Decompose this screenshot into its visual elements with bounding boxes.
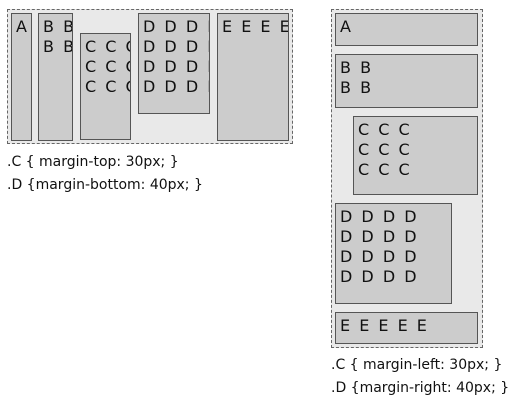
right-box-b: B B B B [335,54,478,108]
right-box-c-line-2: C C C [358,140,412,159]
left-box-d-line-1: D D D D [143,17,209,36]
left-box-b-line-1: B B [43,17,73,36]
left-caption-line-2: .D {margin-bottom: 40px; } [7,177,203,193]
right-box-d: D D D D D D D D D D D D D D D D [335,203,452,304]
left-box-c: C C C C C C C C C [80,33,131,140]
left-box-a-line-1: A [16,17,29,36]
right-box-e-line-1: E E E E E [340,316,429,335]
left-box-d-line-3: D D D D [143,57,209,76]
left-box-c-line-2: C C C [85,57,130,76]
right-box-b-line-1: B B [340,58,374,77]
left-box-b: B B B B [38,13,73,141]
right-caption-line-1: .C { margin-left: 30px; } [331,357,503,373]
left-box-d-line-2: D D D D [143,37,209,56]
left-box-b-line-2: B B [43,37,73,56]
right-box-e: E E E E E [335,312,478,344]
left-caption-line-1: .C { margin-top: 30px; } [7,154,179,170]
right-box-d-line-1: D D D D [340,207,419,226]
right-box-a: A [335,13,478,46]
right-box-d-line-3: D D D D [340,247,419,266]
left-box-e: E E E E E [217,13,289,141]
right-box-a-line-1: A [340,17,353,36]
left-box-d-line-4: D D D D [143,77,209,96]
left-box-c-line-3: C C C [85,77,130,96]
right-box-c-line-1: C C C [358,120,412,139]
right-caption-line-2: .D {margin-right: 40px; } [331,380,510,396]
left-box-d: D D D D D D D D D D D D D D D D [138,13,210,114]
right-box-b-line-2: B B [340,78,374,97]
right-box-c-line-3: C C C [358,160,412,179]
left-box-c-line-1: C C C [85,37,130,56]
left-box-e-line-1: E E E E E [222,17,288,36]
right-box-d-line-2: D D D D [340,227,419,246]
left-box-a: A [11,13,32,141]
right-box-c: C C C C C C C C C [353,116,478,195]
right-box-d-line-4: D D D D [340,267,419,286]
